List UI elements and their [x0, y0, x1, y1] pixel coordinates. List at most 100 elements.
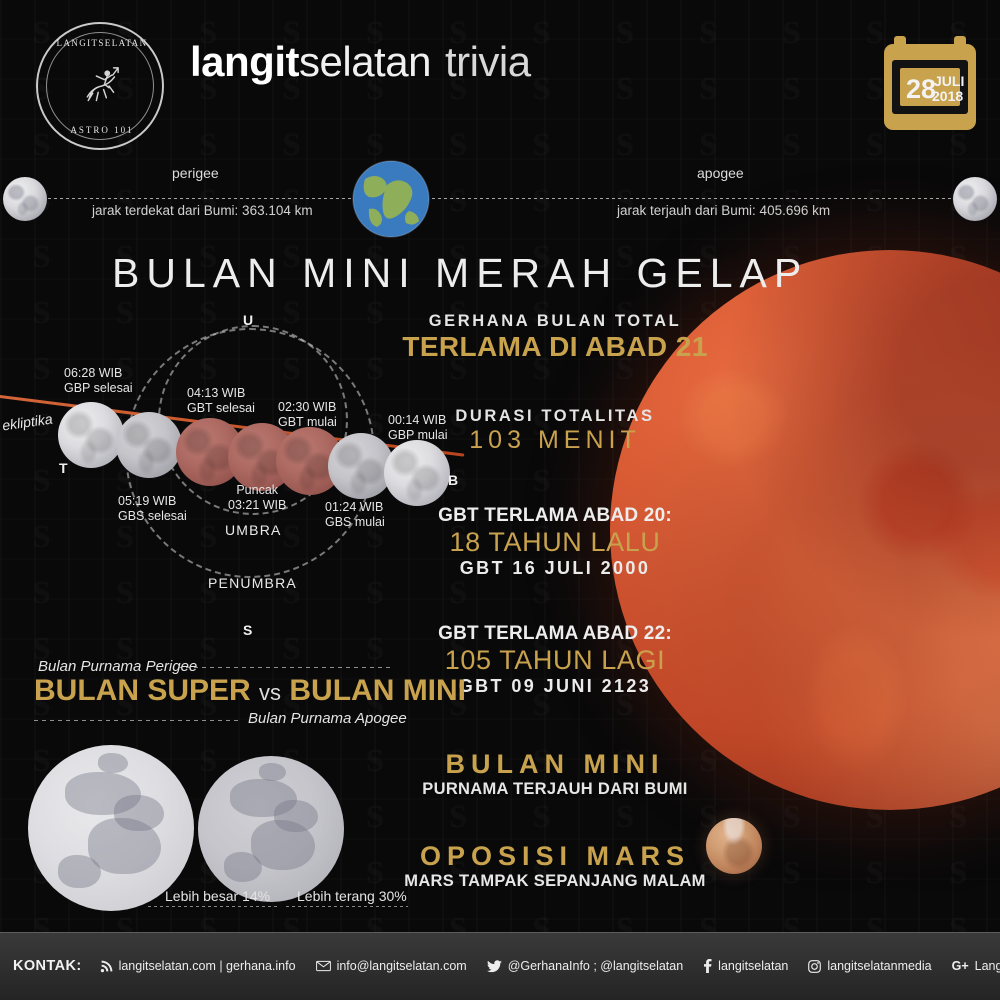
abad20-value: 18 TAHUN LALU [449, 527, 661, 557]
calendar-icon: 28 JULI 2018 [884, 36, 976, 130]
stat-block-bulan-mini: BULAN MINI PURNAMA TERJAUH DARI BUMI [400, 749, 710, 799]
compare-title-a: BULAN SUPER [34, 674, 251, 707]
compare-caption-size: Lebih besar 14% [165, 888, 271, 904]
mars-planet-image [706, 818, 762, 874]
perigee-distance: jarak terdekat dari Bumi: 363.104 km [92, 203, 313, 218]
gerhana-subtitle: GERHANA BULAN TOTAL [428, 312, 682, 330]
earth-globe-icon [352, 160, 430, 238]
phase-event-3: GBT selesai [187, 401, 255, 415]
google-plus-icon: G+ [951, 959, 969, 973]
supermoon-disc [28, 745, 194, 911]
compare-caption-rule-brightness [286, 906, 408, 907]
phase-label-1: 06:28 WIB GBP selesai [64, 366, 133, 396]
oposisi-mars-subtitle: MARS TAMPAK SEPANJANG MALAM [404, 872, 706, 890]
footer-item-website[interactable]: langitselatan.com | gerhana.info [100, 959, 296, 973]
rss-icon [100, 960, 112, 972]
minimoon-maria [198, 756, 344, 902]
calendar-month: JULI [934, 73, 964, 89]
footer-item-email[interactable]: info@langitselatan.com [315, 959, 467, 973]
phase-event-1: GBP selesai [64, 381, 133, 395]
footer-text-facebook: langitselatan [718, 959, 789, 973]
durasi-value: 103 MENIT [469, 426, 641, 454]
eclipse-phase-moon-6 [328, 433, 394, 499]
phase-label-4: 02:30 WIB GBT mulai [278, 400, 337, 430]
compare-bottom-rule [34, 720, 242, 721]
brand-strong: langit [190, 38, 300, 85]
perigee-apogee-diagram [0, 155, 1000, 255]
phase-time-4: 02:30 WIB [278, 400, 337, 414]
phase-event-4: GBT mulai [278, 415, 337, 429]
facebook-icon [704, 959, 712, 973]
stat-block-durasi: DURASI TOTALITAS 103 MENIT [400, 407, 710, 455]
apogee-label: apogee [697, 165, 744, 181]
footer-item-facebook[interactable]: langitselatan [703, 959, 788, 973]
eclipse-stats-column: GERHANA BULAN TOTAL TERLAMA DI ABAD 21 D… [400, 312, 710, 891]
stat-block-oposisi-mars: OPOSISI MARS MARS TAMPAK SEPANJANG MALAM [400, 841, 710, 891]
sagittarius-seal-icon [86, 67, 119, 102]
phase-time-1: 06:28 WIB [64, 366, 123, 380]
footer-text-email: info@langitselatan.com [336, 959, 467, 973]
phase-event-2: GBS selesai [118, 509, 187, 523]
compare-caption-brightness: Lebih terang 30% [297, 888, 407, 904]
ecliptic-label: ekliptika [1, 410, 54, 434]
stat-block-abad20: GBT TERLAMA ABAD 20: 18 TAHUN LALU GBT 1… [400, 505, 710, 579]
calendar-year: 2018 [932, 88, 963, 104]
twitter-icon [486, 959, 502, 972]
penumbra-label: PENUMBRA [208, 575, 297, 591]
footer-item-twitter[interactable]: @GerhanaInfo ; @langitselatan [486, 959, 684, 973]
moon-icon-apogee [953, 177, 997, 221]
direction-mark-east: B [448, 472, 459, 488]
orbit-dotted-line [36, 198, 964, 199]
page-title: langitselatan trivia [190, 38, 531, 86]
peak-text: Puncak [236, 483, 279, 497]
kontak-label: KONTAK: [13, 958, 82, 974]
compare-top-rule [178, 667, 390, 668]
footer-item-googleplus[interactable]: G+ LangitselatanMedia [952, 959, 1000, 973]
phase-time-2: 05:19 WIB [118, 494, 177, 508]
abad22-heading: GBT TERLAMA ABAD 22: [438, 623, 672, 644]
umbra-label: UMBRA [225, 522, 282, 538]
peak-time: 03:21 WIB [228, 498, 287, 512]
logo-top-text: LANGITSELATAN [56, 38, 148, 48]
envelope-icon [315, 960, 331, 972]
footer-text-instagram: langitselatanmedia [827, 959, 932, 973]
compare-caption-rule-size [148, 906, 278, 907]
abad22-date: GBT 09 JUNI 2123 [458, 676, 652, 696]
footer-top-edge [0, 932, 1000, 933]
compare-bottom-label: Bulan Purnama Apogee [248, 710, 407, 727]
abad22-value: 105 TAHUN LAGI [444, 645, 666, 675]
eclipse-timeline-diagram: ekliptika U S T B UMBRA PENUMBRA Puncak … [0, 300, 470, 650]
compare-title: BULAN SUPER vs BULAN MINI [34, 674, 466, 708]
perigee-label: perigee [172, 165, 219, 181]
footer-contact-bar: KONTAK: langitselatan.com | gerhana.info… [0, 932, 1000, 1000]
compare-top-label: Bulan Purnama Perigee [38, 658, 198, 675]
moon-icon-perigee [3, 177, 47, 221]
phase-label-6: 00:14 WIB GBP mulai [388, 413, 448, 443]
footer-item-instagram[interactable]: langitselatanmedia [808, 959, 932, 973]
direction-mark-north: U [243, 312, 254, 328]
phase-label-5: 01:24 WIB GBS mulai [325, 500, 385, 530]
langitselatan-logo: LANGITSELATAN ASTRO 101 [36, 22, 164, 150]
durasi-subtitle: DURASI TOTALITAS [455, 407, 655, 425]
footer-text-googleplus: LangitselatanMedia [974, 959, 1000, 973]
stat-block-abad22: GBT TERLAMA ABAD 22: 105 TAHUN LAGI GBT … [400, 623, 710, 697]
eclipse-phase-moon-7 [384, 440, 450, 506]
oposisi-mars-title: OPOSISI MARS [419, 841, 691, 871]
minimoon-disc [198, 756, 344, 902]
footer-text-twitter: @GerhanaInfo ; @langitselatan [507, 959, 684, 973]
bulan-mini-subtitle: PURNAMA TERJAUH DARI BUMI [422, 780, 688, 798]
main-heading: BULAN MINI MERAH GELAP [112, 250, 809, 296]
brand-light: selatan [299, 38, 431, 85]
eclipse-phase-moon-2 [116, 412, 182, 478]
apogee-distance: jarak terjauh dari Bumi: 405.696 km [617, 203, 831, 218]
calendar-day: 28 [906, 74, 936, 104]
phase-label-2: 05:19 WIB GBS selesai [118, 494, 187, 524]
compare-title-b: BULAN MINI [289, 674, 467, 707]
compare-title-vs: vs [259, 680, 282, 705]
stat-block-gerhana: GERHANA BULAN TOTAL TERLAMA DI ABAD 21 [400, 312, 710, 363]
supermoon-maria [28, 745, 194, 911]
direction-mark-south: S [243, 622, 253, 638]
logo-inner-ring [46, 32, 154, 140]
gerhana-main: TERLAMA DI ABAD 21 [402, 331, 708, 362]
phase-event-5: GBS mulai [325, 515, 385, 529]
